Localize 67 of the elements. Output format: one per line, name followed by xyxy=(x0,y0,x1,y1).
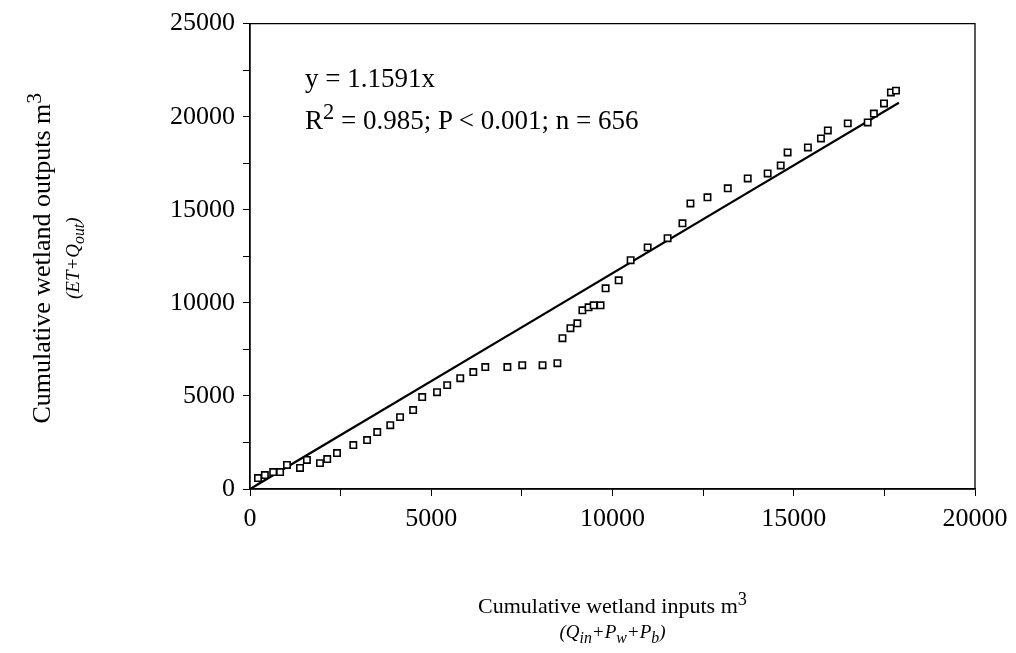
point xyxy=(614,276,623,285)
point xyxy=(456,374,465,383)
annotation: R$^{2}$ = 0.985; P < 0.001; n = 656 xyxy=(305,98,639,136)
point xyxy=(469,368,478,377)
point xyxy=(276,468,285,477)
point xyxy=(518,361,527,370)
point xyxy=(553,359,562,368)
y-tick-label: 10000 xyxy=(170,286,235,316)
point xyxy=(538,361,547,370)
point xyxy=(763,169,772,178)
point xyxy=(880,99,888,108)
point xyxy=(481,363,490,372)
point xyxy=(503,363,512,372)
point xyxy=(869,109,878,118)
point xyxy=(396,413,405,422)
point xyxy=(566,324,575,333)
point xyxy=(663,234,672,243)
point xyxy=(743,174,752,183)
x-tick-label: 15000 xyxy=(761,503,827,533)
annotation: y = 1.1591x xyxy=(305,62,435,94)
point xyxy=(686,199,695,208)
point xyxy=(315,459,324,468)
point xyxy=(260,471,269,480)
point xyxy=(373,428,382,437)
point xyxy=(386,421,395,430)
point xyxy=(678,219,687,228)
y-tick-label: 25000 xyxy=(170,7,235,37)
y-tick-label: 20000 xyxy=(170,100,235,130)
text: Cumulative wetland inputs m$^{3}$ (Q$_{in}$+P$_{w}$+P$_{b}$) xyxy=(478,589,747,646)
point xyxy=(816,134,825,143)
point xyxy=(302,455,311,464)
point xyxy=(643,243,652,252)
point xyxy=(626,256,635,265)
point xyxy=(843,119,852,128)
point xyxy=(589,301,598,310)
point xyxy=(269,468,278,477)
point xyxy=(723,184,732,193)
point xyxy=(433,388,442,397)
point xyxy=(282,461,291,469)
point xyxy=(296,463,305,472)
point xyxy=(776,161,785,170)
point xyxy=(363,436,372,445)
point xyxy=(596,301,605,310)
point xyxy=(803,143,812,152)
point xyxy=(783,148,792,157)
point xyxy=(333,449,341,458)
point xyxy=(443,381,452,390)
point xyxy=(863,118,872,127)
point xyxy=(573,319,582,328)
point xyxy=(578,306,587,315)
x-tick-label: 0 xyxy=(243,503,257,533)
point xyxy=(349,441,358,450)
point xyxy=(323,455,332,464)
point xyxy=(601,284,610,293)
point xyxy=(253,474,262,482)
point xyxy=(703,193,712,202)
point xyxy=(823,126,832,135)
point xyxy=(891,86,900,95)
point xyxy=(409,406,418,415)
point xyxy=(418,393,427,402)
point xyxy=(558,334,567,343)
x-tick-label: 20000 xyxy=(942,503,1008,533)
x-tick-label: 10000 xyxy=(580,503,645,533)
y-tick-label: 0 xyxy=(222,472,235,502)
x-tick-label: 5000 xyxy=(405,503,458,533)
y-tick-label: 15000 xyxy=(170,193,235,223)
y-tick-label: 5000 xyxy=(183,379,235,409)
